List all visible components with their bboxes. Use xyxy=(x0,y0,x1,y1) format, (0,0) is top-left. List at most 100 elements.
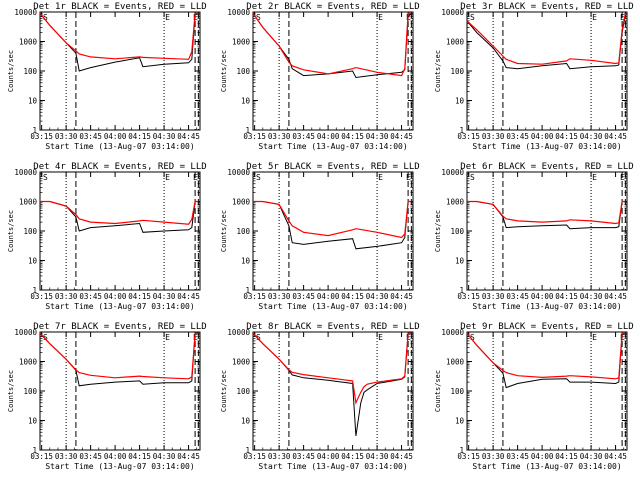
y-tick-label: 1 xyxy=(245,286,250,295)
y-tick-label: 10000 xyxy=(14,168,37,177)
segment-marker: S xyxy=(43,13,48,22)
x-tick-label: 03:15 xyxy=(243,452,266,461)
chart-panel-7: Det 7r BLACK = Events, RED = LLD 1 10 100 10… xyxy=(7,322,207,471)
x-tick-label: 04:15 xyxy=(128,292,151,301)
x-tick-label: 04:30 xyxy=(580,292,603,301)
chart-panel-6: Det 6r BLACK = Events, RED = LLD 1 10 100 10… xyxy=(434,162,634,311)
x-tick-label: 04:30 xyxy=(366,452,389,461)
x-tick-label: 03:45 xyxy=(292,132,315,141)
y-axis-label: Counts/sec xyxy=(434,210,442,252)
y-tick-label: 1 xyxy=(459,446,464,455)
events-series-line xyxy=(467,201,626,230)
x-tick-label: 04:30 xyxy=(153,292,176,301)
lld-series-line xyxy=(40,200,199,225)
x-tick-label: 03:30 xyxy=(482,132,505,141)
x-tick-label: 03:15 xyxy=(30,132,53,141)
chart-title: Det 7r BLACK = Events, RED = LLD xyxy=(33,322,206,332)
y-tick-label: 100 xyxy=(450,67,464,76)
x-tick-label: 04:15 xyxy=(341,292,364,301)
x-axis-label: Start Time (13-Aug-07 03:14:00) xyxy=(45,462,194,471)
x-tick-label: 04:45 xyxy=(390,292,413,301)
chart-panel-1: Det 1r BLACK = Events, RED = LLD 1 10 100 10… xyxy=(7,2,207,151)
lld-series-line xyxy=(39,12,199,60)
y-tick-label: 10 xyxy=(28,97,38,106)
plot-frame xyxy=(39,171,201,291)
x-tick-label: 03:30 xyxy=(268,292,291,301)
y-tick-label: 1 xyxy=(459,126,464,135)
x-tick-label: 04:15 xyxy=(128,132,151,141)
y-tick-label: 10 xyxy=(455,417,465,426)
y-tick-label: 1 xyxy=(245,126,250,135)
segment-marker: S xyxy=(470,13,475,22)
events-series-line xyxy=(253,201,412,250)
y-tick-label: 10 xyxy=(241,257,251,266)
x-tick-label: 03:15 xyxy=(457,452,480,461)
x-axis-label: Start Time (13-Aug-07 03:14:00) xyxy=(258,302,407,311)
y-tick-label: 1 xyxy=(32,126,37,135)
x-tick-label: 04:30 xyxy=(366,132,389,141)
chart-panel-4: Det 4r BLACK = Events, RED = LLD 1 10 100 10… xyxy=(7,162,207,311)
chart-panel-2: Det 2r BLACK = Events, RED = LLD 1 10 100 10… xyxy=(220,2,420,151)
segment-marker: E xyxy=(165,333,170,342)
y-tick-label: 10 xyxy=(28,257,38,266)
y-tick-label: 1000 xyxy=(19,198,38,207)
segment-marker: E xyxy=(592,13,597,22)
y-axis-label: Counts/sec xyxy=(7,50,15,92)
plot-frame xyxy=(252,171,414,291)
x-tick-label: 04:00 xyxy=(531,292,554,301)
segment-marker: E xyxy=(193,173,198,182)
lld-series-line xyxy=(253,200,412,239)
segment-marker: S xyxy=(470,333,475,342)
x-tick-label: 04:15 xyxy=(555,132,578,141)
x-tick-label: 04:15 xyxy=(128,452,151,461)
y-tick-label: 1000 xyxy=(19,38,38,47)
chart-title: Det 2r BLACK = Events, RED = LLD xyxy=(246,2,419,12)
x-tick-label: 04:15 xyxy=(555,292,578,301)
segment-marker: E xyxy=(620,333,625,342)
chart-title: Det 6r BLACK = Events, RED = LLD xyxy=(460,162,633,172)
y-tick-label: 100 xyxy=(23,387,37,396)
y-axis-label: Counts/sec xyxy=(220,50,228,92)
y-tick-label: 10000 xyxy=(227,168,250,177)
y-tick-label: 1000 xyxy=(446,198,465,207)
x-tick-label: 04:00 xyxy=(317,452,340,461)
x-tick-label: 03:15 xyxy=(30,292,53,301)
y-tick-label: 1000 xyxy=(446,38,465,47)
y-tick-label: 10 xyxy=(28,417,38,426)
x-tick-label: 04:30 xyxy=(580,132,603,141)
y-tick-label: 10000 xyxy=(227,328,250,337)
events-series-line xyxy=(466,14,626,70)
plot-frame xyxy=(39,331,201,451)
x-tick-label: 04:15 xyxy=(555,452,578,461)
x-axis-label: Start Time (13-Aug-07 03:14:00) xyxy=(258,142,407,151)
y-tick-label: 10000 xyxy=(14,328,37,337)
x-tick-label: 03:45 xyxy=(506,452,529,461)
x-axis-label: Start Time (13-Aug-07 03:14:00) xyxy=(45,142,194,151)
x-tick-label: 03:45 xyxy=(79,292,102,301)
y-tick-label: 10 xyxy=(455,97,465,106)
y-tick-label: 1 xyxy=(245,446,250,455)
chart-title: Det 9r BLACK = Events, RED = LLD xyxy=(460,322,633,332)
y-axis-label: Counts/sec xyxy=(7,210,15,252)
x-tick-label: 04:45 xyxy=(604,132,627,141)
segment-marker: E xyxy=(620,13,625,22)
y-tick-label: 10 xyxy=(455,257,465,266)
x-tick-label: 03:45 xyxy=(506,132,529,141)
y-tick-label: 100 xyxy=(450,387,464,396)
segment-marker: E xyxy=(378,173,383,182)
segment-marker: E xyxy=(620,173,625,182)
y-tick-label: 1 xyxy=(32,286,37,295)
x-tick-label: 03:30 xyxy=(268,132,291,141)
x-tick-label: 03:15 xyxy=(457,292,480,301)
x-tick-label: 04:45 xyxy=(604,292,627,301)
events-series-line xyxy=(252,12,412,79)
x-tick-label: 03:45 xyxy=(79,452,102,461)
chart-title: Det 8r BLACK = Events, RED = LLD xyxy=(246,322,419,332)
y-tick-label: 10000 xyxy=(441,328,464,337)
lld-series-line xyxy=(466,13,626,65)
x-tick-label: 04:00 xyxy=(104,452,127,461)
x-tick-label: 03:15 xyxy=(243,292,266,301)
segment-marker: E xyxy=(378,13,383,22)
y-tick-label: 1000 xyxy=(232,358,251,367)
y-tick-label: 10 xyxy=(241,417,251,426)
